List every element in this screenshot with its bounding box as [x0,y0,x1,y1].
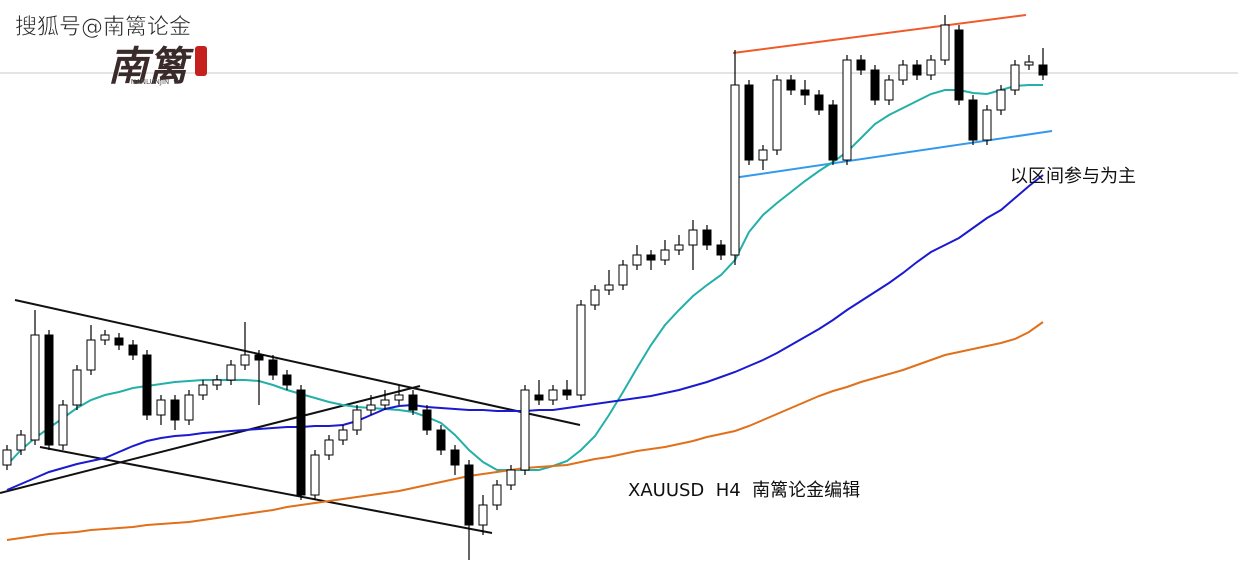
candle-body [576,304,586,396]
trend-lines [0,14,1053,534]
candle-body [198,384,208,396]
candle-body [394,394,404,401]
candle-body [44,334,54,446]
candle-body [184,394,194,421]
candle-body [114,337,124,346]
candle-body [1038,64,1048,76]
candle-body [884,79,894,101]
candle-body [926,59,936,76]
candle-body [506,469,516,486]
candle-body [492,484,502,506]
candle-body [870,69,880,101]
trend-line [0,385,421,494]
candle-body [1010,64,1020,91]
candle-body [772,79,782,151]
candle-body [2,449,12,466]
candle-body [562,389,572,396]
candle-body [310,454,320,496]
candle-body [730,84,740,256]
candle-body [702,229,712,246]
candle-body [226,364,236,381]
candle-body [170,399,180,421]
candle-body [520,389,530,471]
candle-body [324,439,334,456]
logo-caption: NANLUNJIN [131,78,170,86]
candle-body [254,354,264,361]
candle-body [800,89,810,96]
candle-body [464,464,474,526]
trend-line [732,130,1053,179]
candle-body [240,354,250,366]
candle-body [898,64,908,81]
candle-body [128,344,138,356]
candle-body [534,394,544,401]
candle-body [86,339,96,371]
candle-body [282,374,292,386]
candle-body [828,104,838,161]
candle-body [548,389,558,401]
candle-body [604,284,614,291]
logo-seal [195,46,207,76]
candle-body [478,504,488,526]
candle-body [940,24,950,61]
candle-body [296,389,306,496]
logo-mark: 南篱 [108,44,194,90]
candle-body [954,29,964,101]
candle-body [996,89,1006,111]
candle-body [268,359,278,376]
candle-body [632,254,642,266]
candle-body [408,394,418,411]
annotation: 以区间参与为主 [1010,166,1136,187]
trend-line [39,446,493,534]
logo: 南篱 NANLUNJIN [108,44,207,90]
candle-body [422,409,432,431]
candle-body [590,289,600,306]
candle-body [380,399,390,406]
candle-body [16,434,26,451]
candle-body [450,449,460,466]
candle-body [58,404,68,446]
candle-body [688,229,698,246]
candle-body [856,59,866,71]
plot [2,15,1048,560]
candle-body [352,409,362,431]
candle-body [814,94,824,111]
candle-body [786,79,796,91]
candle-body [618,264,628,286]
trend-line [732,14,1027,54]
trend-line [14,299,581,426]
candle-body [1024,61,1034,66]
candle-body [142,354,152,416]
candle-body [982,109,992,141]
candle-body [366,404,376,411]
candle-body [758,149,768,161]
watermark: 搜狐号@南篱论金 [15,15,191,40]
candle-body [100,334,110,341]
candle-body [716,244,726,256]
candle-body [338,429,348,441]
candle-body [968,99,978,141]
candle-body [646,254,656,261]
candle-body [72,369,82,406]
candle-body [156,399,166,416]
candle-body [912,64,922,76]
annotation: XAUUSD H4 南篱论金编辑 [628,480,860,501]
candle-body [436,429,446,451]
candle-body [674,244,684,251]
candle-body [30,334,40,441]
candle-body [744,84,754,161]
candle-body [842,59,852,161]
candle-body [212,379,222,386]
candle-body [660,249,670,261]
